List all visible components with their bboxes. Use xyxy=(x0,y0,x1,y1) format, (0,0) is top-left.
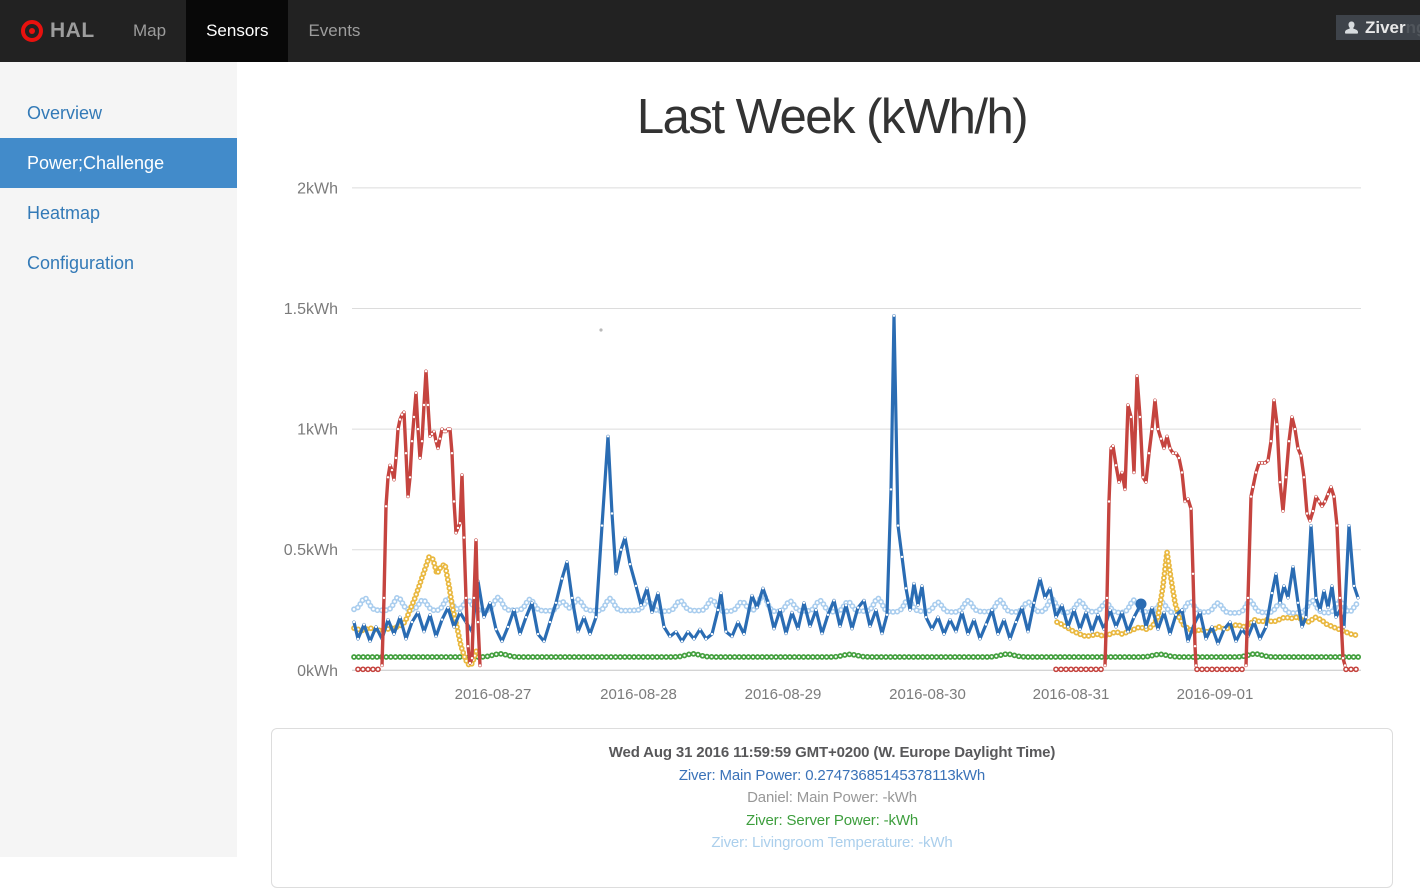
svg-text:2kWh: 2kWh xyxy=(297,180,338,197)
svg-text:0.5kWh: 0.5kWh xyxy=(284,542,338,559)
svg-text:2016-08-27: 2016-08-27 xyxy=(455,686,532,703)
svg-text:2016-08-28: 2016-08-28 xyxy=(600,686,677,703)
svg-text:2016-08-31: 2016-08-31 xyxy=(1033,686,1110,703)
svg-text:1.5kWh: 1.5kWh xyxy=(284,301,338,318)
svg-text:0kWh: 0kWh xyxy=(297,663,338,680)
svg-text:2016-09-01: 2016-09-01 xyxy=(1177,686,1254,703)
svg-text:2016-08-29: 2016-08-29 xyxy=(745,686,822,703)
svg-text:1kWh: 1kWh xyxy=(297,422,338,439)
svg-text:2016-08-30: 2016-08-30 xyxy=(889,686,966,703)
